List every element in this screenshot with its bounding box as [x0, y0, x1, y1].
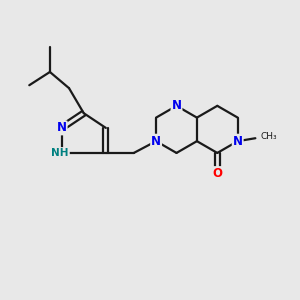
Text: NH: NH	[51, 148, 69, 158]
Text: N: N	[151, 135, 161, 148]
Text: N: N	[233, 135, 243, 148]
Text: O: O	[212, 167, 222, 180]
Text: N: N	[57, 122, 67, 134]
Text: CH₃: CH₃	[261, 132, 277, 141]
Text: N: N	[172, 99, 182, 112]
